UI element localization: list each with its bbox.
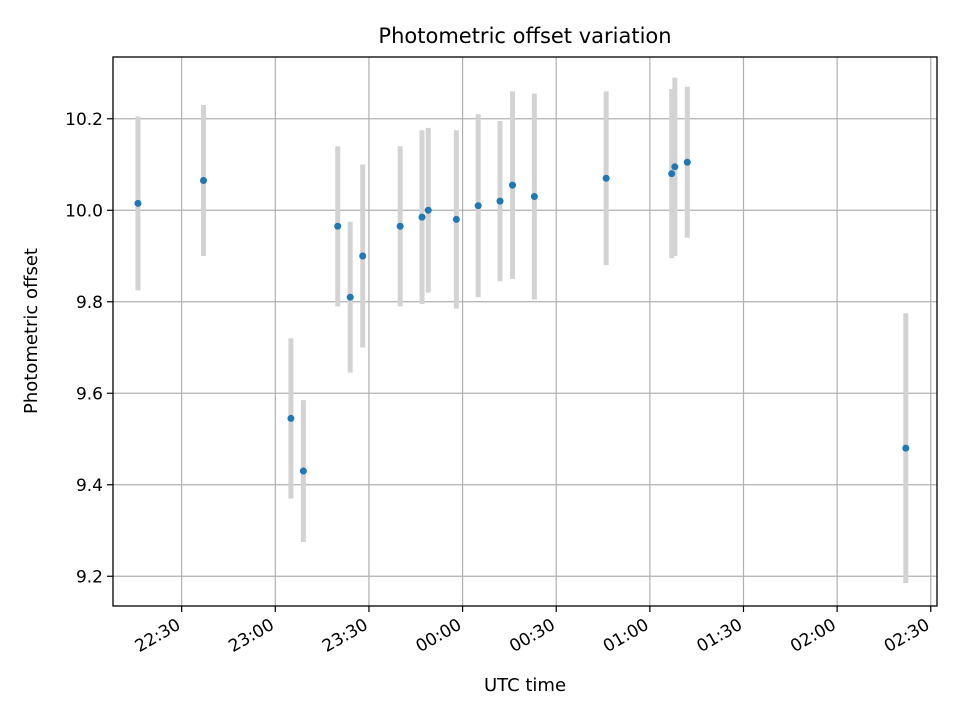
data-point [134, 199, 142, 207]
plot-frame [112, 56, 938, 607]
data-point [396, 222, 404, 230]
chart-title: Photometric offset variation [378, 24, 671, 48]
data-point [359, 252, 367, 260]
data-point [299, 467, 307, 475]
data-points [134, 158, 910, 475]
data-point [200, 177, 208, 185]
data-point [602, 174, 610, 182]
data-point [346, 293, 354, 301]
y-tick-label: 10.0 [65, 201, 103, 221]
data-point [452, 215, 460, 223]
data-point [287, 414, 295, 422]
data-point [496, 197, 504, 205]
y-axis: 9.2 9.4 9.6 9.8 10.0 10.2 [65, 110, 113, 587]
y-axis-label: Photometric offset [21, 248, 42, 414]
data-point [902, 444, 910, 452]
data-point [474, 202, 482, 210]
x-axis-label: UTC time [484, 675, 566, 696]
data-point [418, 213, 426, 221]
data-point [509, 181, 517, 189]
data-point [530, 193, 538, 201]
y-tick-label: 9.2 [76, 567, 103, 587]
grid [113, 57, 937, 606]
y-tick-label: 9.6 [76, 384, 103, 404]
y-tick-label: 10.2 [65, 110, 103, 130]
y-tick-label: 9.4 [76, 476, 103, 496]
y-tick-label: 9.8 [76, 293, 103, 313]
data-point [668, 170, 676, 178]
data-point [334, 222, 342, 230]
data-point [424, 206, 432, 214]
data-point [671, 163, 679, 171]
data-point [683, 158, 691, 166]
